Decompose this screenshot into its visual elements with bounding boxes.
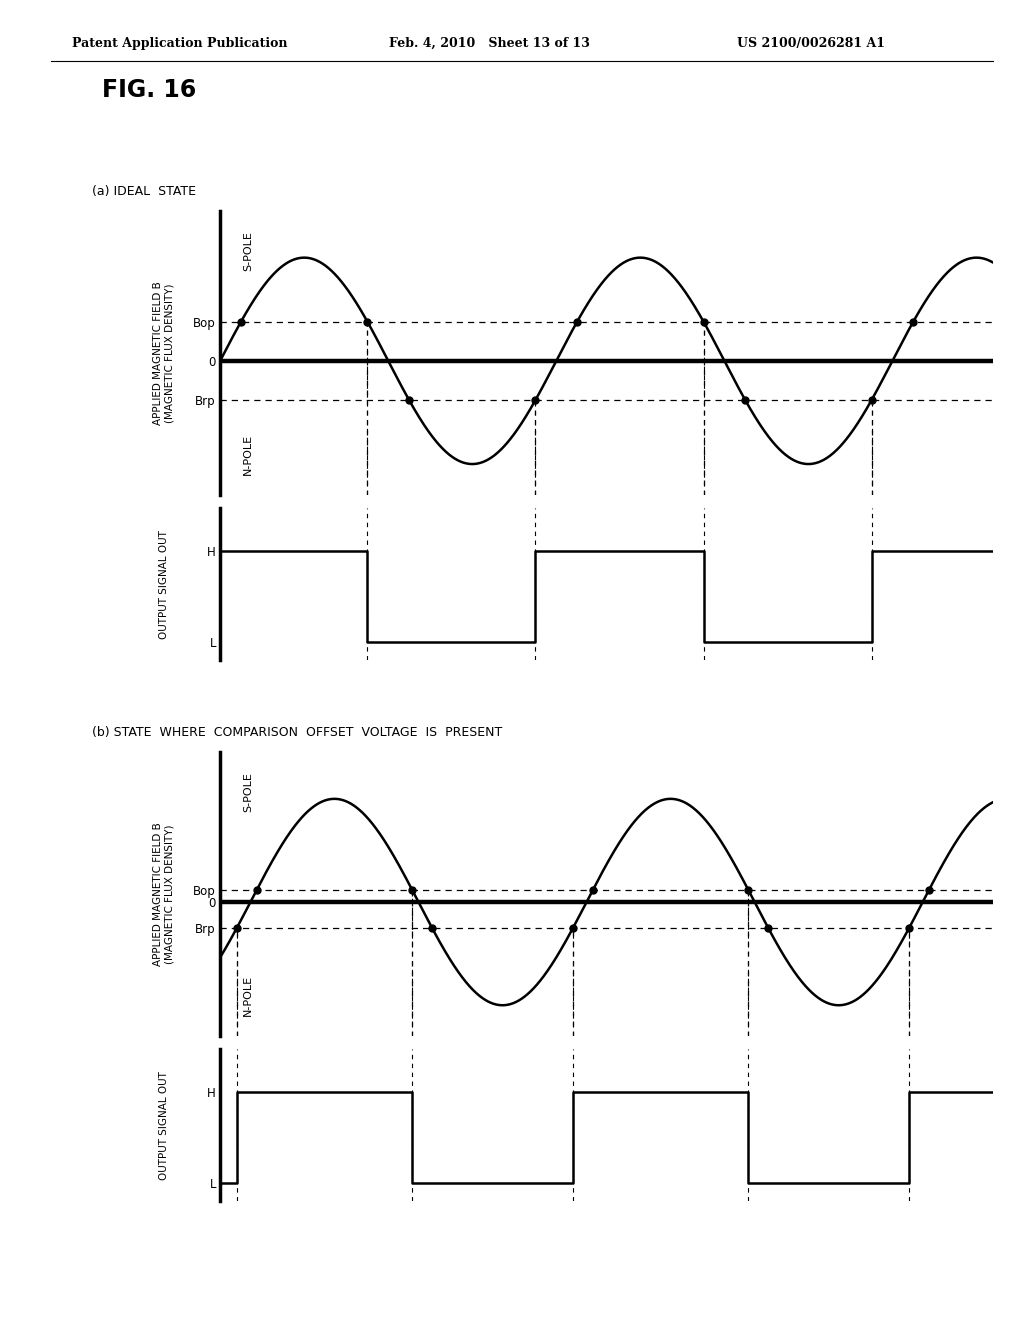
Text: N-POLE: N-POLE — [244, 975, 253, 1016]
Text: APPLIED MAGNETIC FIELD B
(MAGNETIC FLUX DENSITY): APPLIED MAGNETIC FIELD B (MAGNETIC FLUX … — [153, 822, 175, 966]
Text: FIG. 16: FIG. 16 — [102, 78, 197, 102]
Text: S-POLE: S-POLE — [244, 231, 253, 271]
Text: APPLIED MAGNETIC FIELD B
(MAGNETIC FLUX DENSITY): APPLIED MAGNETIC FIELD B (MAGNETIC FLUX … — [153, 281, 175, 425]
Text: OUTPUT SIGNAL OUT: OUTPUT SIGNAL OUT — [159, 1071, 169, 1180]
Text: (b) STATE  WHERE  COMPARISON  OFFSET  VOLTAGE  IS  PRESENT: (b) STATE WHERE COMPARISON OFFSET VOLTAG… — [92, 726, 503, 739]
Text: US 2100/0026281 A1: US 2100/0026281 A1 — [737, 37, 886, 50]
Text: Patent Application Publication: Patent Application Publication — [72, 37, 287, 50]
Text: N-POLE: N-POLE — [244, 434, 253, 475]
Text: S-POLE: S-POLE — [244, 772, 253, 812]
Text: (a) IDEAL  STATE: (a) IDEAL STATE — [92, 185, 197, 198]
Text: Feb. 4, 2010   Sheet 13 of 13: Feb. 4, 2010 Sheet 13 of 13 — [389, 37, 590, 50]
Text: OUTPUT SIGNAL OUT: OUTPUT SIGNAL OUT — [159, 529, 169, 639]
